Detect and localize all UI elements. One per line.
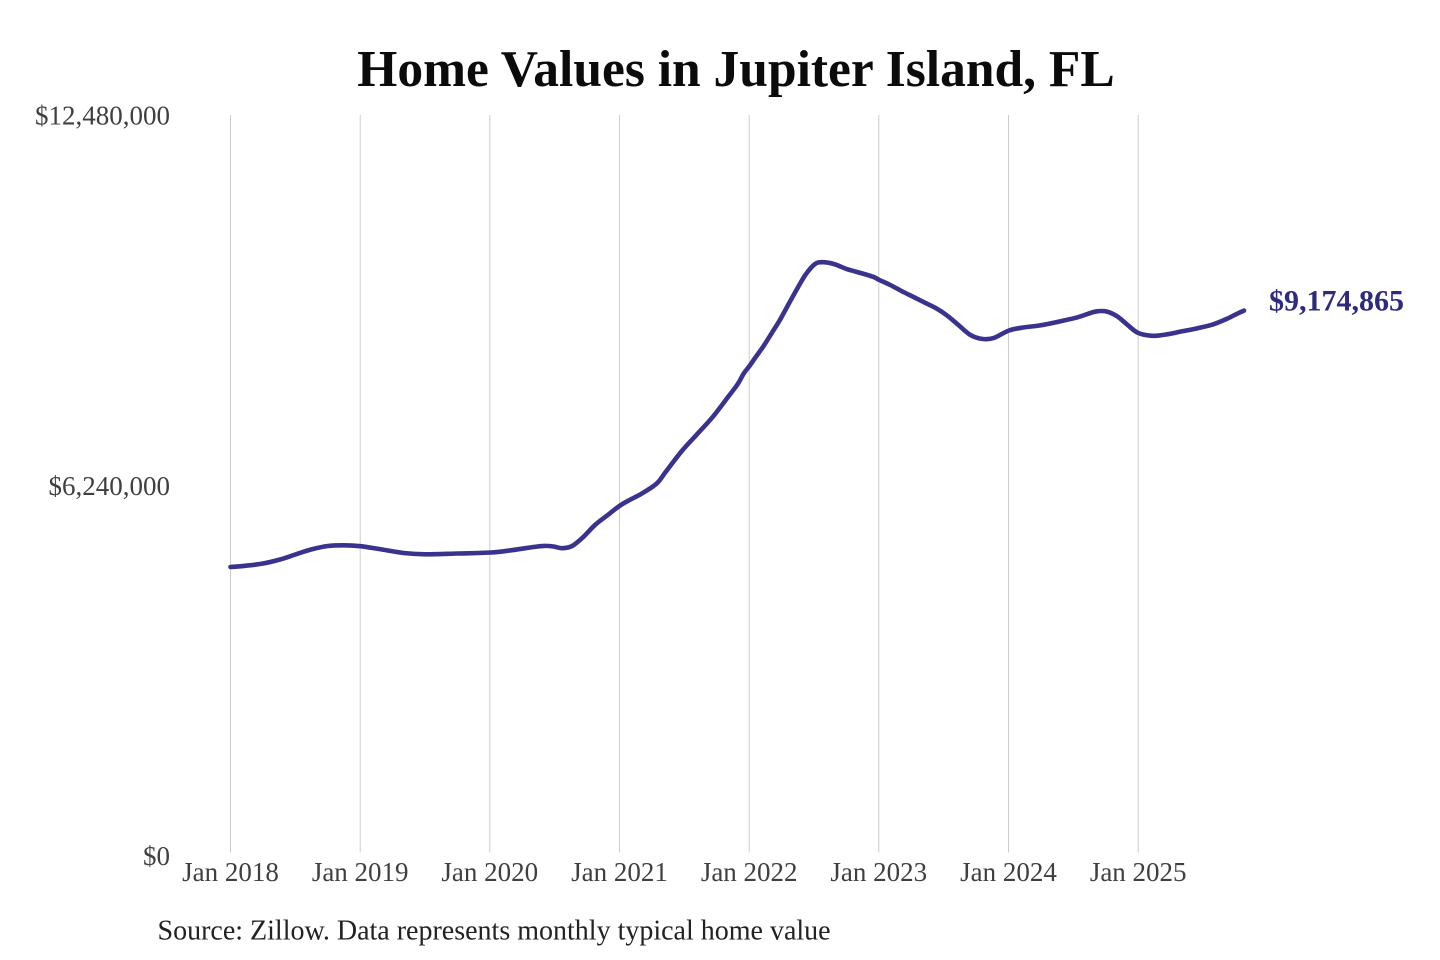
- svg-text:Jan 2018: Jan 2018: [182, 857, 279, 887]
- svg-text:Jan 2020: Jan 2020: [441, 857, 538, 887]
- svg-text:Jan 2022: Jan 2022: [701, 857, 798, 887]
- svg-text:Jan 2021: Jan 2021: [571, 857, 668, 887]
- svg-text:Jan 2025: Jan 2025: [1090, 857, 1187, 887]
- svg-text:Jan 2024: Jan 2024: [960, 857, 1057, 887]
- svg-text:Home Values in Jupiter Island,: Home Values in Jupiter Island, FL: [357, 41, 1114, 98]
- svg-text:Source: Zillow. Data represent: Source: Zillow. Data represents monthly …: [158, 916, 831, 947]
- svg-text:$0: $0: [143, 841, 170, 871]
- svg-text:Jan 2019: Jan 2019: [312, 857, 409, 887]
- svg-text:Jan 2023: Jan 2023: [830, 857, 927, 887]
- svg-text:$9,174,865: $9,174,865: [1269, 285, 1404, 318]
- svg-text:$6,240,000: $6,240,000: [49, 471, 171, 501]
- svg-text:$12,480,000: $12,480,000: [35, 100, 170, 130]
